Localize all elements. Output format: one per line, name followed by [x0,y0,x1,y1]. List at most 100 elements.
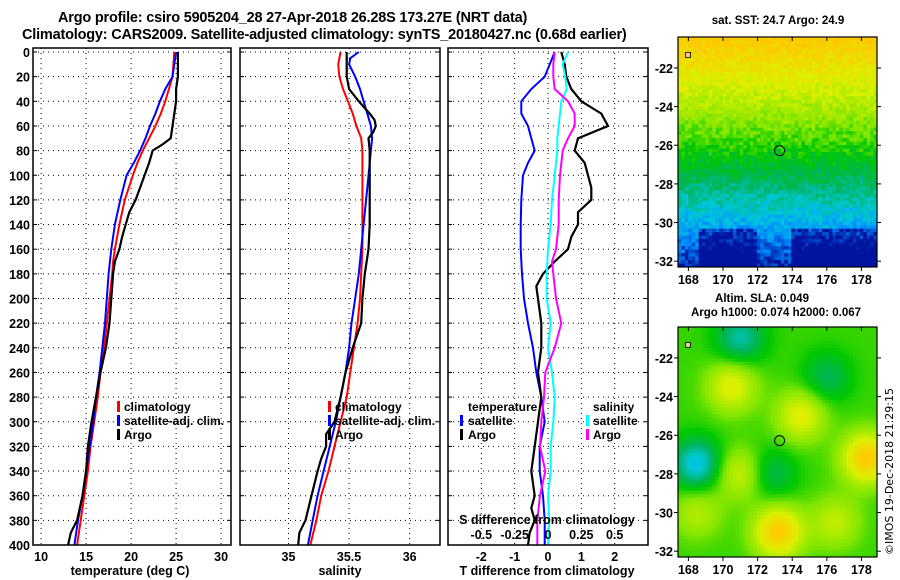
map-cell [870,333,874,338]
map-cell [763,152,768,156]
map-cell [770,172,775,177]
map-cell [688,162,693,167]
map-cell [846,260,850,264]
map-cell [835,176,840,181]
map-cell [839,172,844,177]
map-cell [839,372,844,377]
map-cell [818,138,823,142]
map-cell [873,162,878,167]
map-cell [794,127,799,132]
map-cell [828,246,833,250]
map-cell [702,242,706,247]
map-cell [815,50,820,55]
map-cell [681,40,686,45]
map-cell [870,327,874,331]
map-cell [798,50,802,55]
map-cell [719,186,723,191]
map-cell [770,127,775,132]
map-cell [695,179,699,184]
map-cell [684,155,689,160]
map-cell [808,165,813,170]
map-cell [835,193,840,198]
map-cell [726,232,730,237]
map-cell [863,211,868,216]
map-cell [828,368,833,373]
map-cell [767,131,772,135]
map-cell [695,68,699,73]
map-cell [784,176,789,181]
map-cell [770,64,775,69]
map-cell [726,330,730,335]
map-cell [767,54,772,59]
map-cell [801,138,806,142]
map-cell [787,113,792,118]
map-cell [859,162,864,167]
salinity-panel: 35 35.5 36 [239,47,441,564]
map-cell [832,235,837,240]
map-cell [712,361,717,366]
map-cell [801,246,806,250]
map-cell [770,179,775,184]
map-cell [780,103,785,108]
map-cell [691,239,696,243]
map-cell [688,186,693,191]
map-cell [691,358,696,363]
map-cell [702,211,706,216]
map-cell [763,148,768,153]
xtick-label: 35.5 [337,550,361,564]
map-cell [842,375,847,380]
map-cell [774,148,778,153]
map-cell [801,375,806,380]
map-cell [856,225,861,230]
map-cell [750,169,754,174]
map-cell [774,372,778,377]
map-cell [712,124,717,128]
map-cell [753,211,758,216]
map-cell [705,40,710,45]
map-cell [729,82,734,87]
map-cell [828,354,833,359]
map-cell [794,47,799,52]
map-cell [746,37,751,41]
map-cell [835,260,840,264]
map-cell [712,228,717,233]
map-cell [708,375,713,380]
map-cell [791,64,796,69]
map-cell [832,344,837,349]
map-cell [729,361,734,366]
map-cell [743,71,748,76]
map-cell [763,141,768,146]
map-cell [846,113,850,118]
map-cell [811,368,816,373]
map-cell [787,228,792,233]
map-cell [767,43,772,48]
map-cell [756,190,761,195]
map-cell [722,131,727,135]
map-cell [804,82,809,87]
map-cell [739,365,744,370]
map-cell [784,131,789,135]
map-cell [835,43,840,48]
map-cell [705,327,710,331]
map-cell [828,211,833,216]
map-cell [870,207,874,212]
map-cell [801,235,806,240]
map-cell [818,361,823,366]
map-cell [804,365,809,370]
map-cell [688,117,693,122]
map-cell [832,120,837,125]
map-cell [736,131,741,135]
map-cell [774,193,778,198]
map-cell [739,221,744,226]
map-cell [839,235,844,240]
map-cell [746,260,751,264]
map-cell [729,197,734,202]
map-cell [715,179,720,184]
map-cell [722,344,727,349]
map-cell [828,235,833,240]
map-cell [698,78,703,83]
map-cell [746,200,751,205]
map-cell [839,330,844,335]
map-cell [763,134,768,139]
map-cell [719,179,723,184]
